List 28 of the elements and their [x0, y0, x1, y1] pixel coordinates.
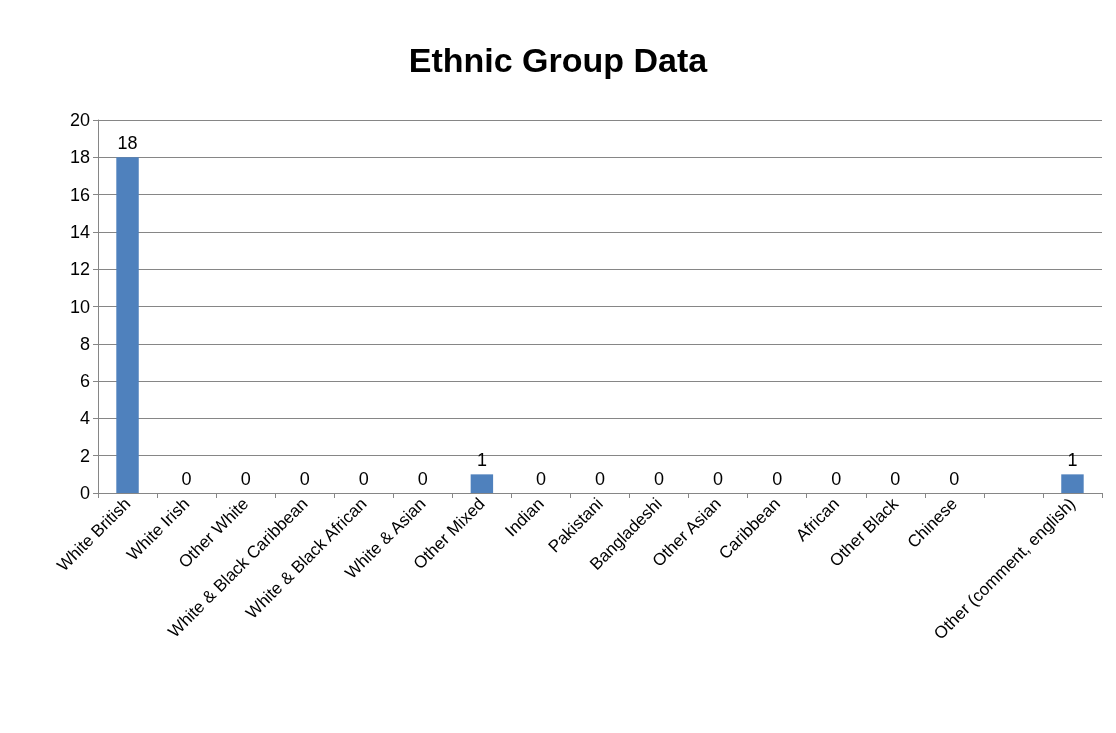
- data-label: 0: [831, 469, 842, 489]
- y-tick-label: 0: [79, 483, 90, 503]
- data-label: 0: [240, 469, 251, 489]
- y-tick-label: 20: [69, 110, 90, 130]
- data-label: 0: [654, 469, 665, 489]
- y-tick-label: 6: [79, 371, 90, 392]
- data-label: 1: [1067, 450, 1078, 471]
- y-tick-label: 16: [69, 184, 90, 205]
- data-label: 1: [476, 450, 487, 471]
- y-tick-label: 4: [79, 408, 90, 429]
- data-label: 0: [949, 469, 960, 489]
- data-label: 0: [358, 469, 369, 489]
- data-label: 0: [299, 469, 310, 489]
- y-tick-label: 8: [79, 333, 90, 354]
- y-tick-label: 12: [69, 259, 90, 280]
- data-label: 0: [535, 469, 546, 489]
- data-label: 0: [772, 469, 783, 489]
- data-label: 18: [117, 133, 138, 154]
- data-label: 0: [713, 469, 724, 489]
- data-label: 0: [417, 469, 428, 489]
- data-label: 0: [594, 469, 606, 489]
- data-label: 0: [181, 469, 192, 489]
- chart-title: Ethnic Group Data: [408, 41, 709, 79]
- y-tick-label: 10: [69, 296, 90, 317]
- y-tick-label: 14: [69, 221, 90, 242]
- y-tick-label: 2: [79, 445, 90, 466]
- y-tick-label: 18: [69, 147, 90, 168]
- data-label: 0: [890, 469, 901, 489]
